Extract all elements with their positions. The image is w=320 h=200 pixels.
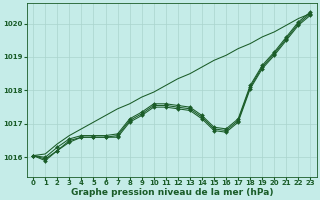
- X-axis label: Graphe pression niveau de la mer (hPa): Graphe pression niveau de la mer (hPa): [71, 188, 273, 197]
